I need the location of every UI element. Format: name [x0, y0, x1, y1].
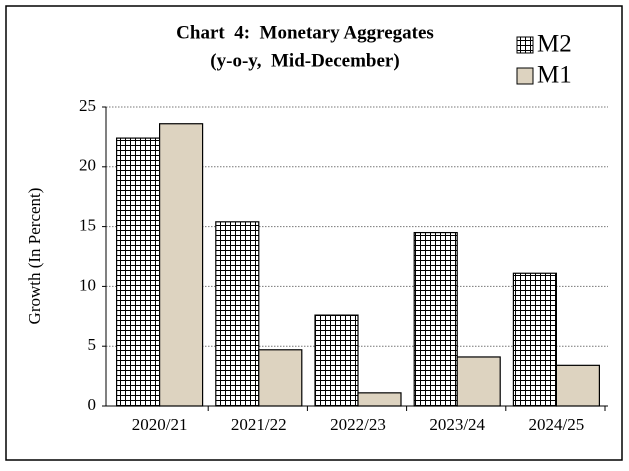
x-tick-label: 2022/23: [330, 415, 386, 434]
y-tick-label: 10: [79, 275, 96, 294]
x-tick-label: 2021/22: [231, 415, 287, 434]
legend-label: M1: [537, 62, 572, 89]
bar: [258, 349, 303, 407]
bar: [413, 231, 458, 407]
bar: [215, 221, 260, 407]
chart-subtitle: (y-o-y, Mid-December): [210, 50, 399, 71]
bar: [159, 123, 204, 407]
legend-swatch: [516, 36, 534, 54]
y-tick-label: 20: [79, 156, 96, 175]
bar: [314, 314, 359, 407]
legend-label: M2: [537, 31, 572, 58]
chart-title: Chart 4: Monetary Aggregates: [176, 22, 434, 43]
y-axis-label: Growth (In Percent): [25, 188, 44, 325]
bar: [555, 364, 601, 407]
bar: [115, 137, 161, 407]
bar: [357, 392, 402, 407]
bar: [512, 272, 558, 407]
y-tick-label: 5: [88, 335, 97, 354]
x-tick-label: 2023/24: [429, 415, 485, 434]
legend-swatch: [516, 67, 534, 85]
y-tick-label: 15: [79, 216, 96, 235]
x-tick-label: 2020/21: [132, 415, 188, 434]
y-tick-label: 25: [79, 96, 96, 115]
x-tick-label: 2024/25: [529, 415, 585, 434]
y-tick-label: 0: [88, 395, 97, 414]
bar: [456, 356, 501, 407]
